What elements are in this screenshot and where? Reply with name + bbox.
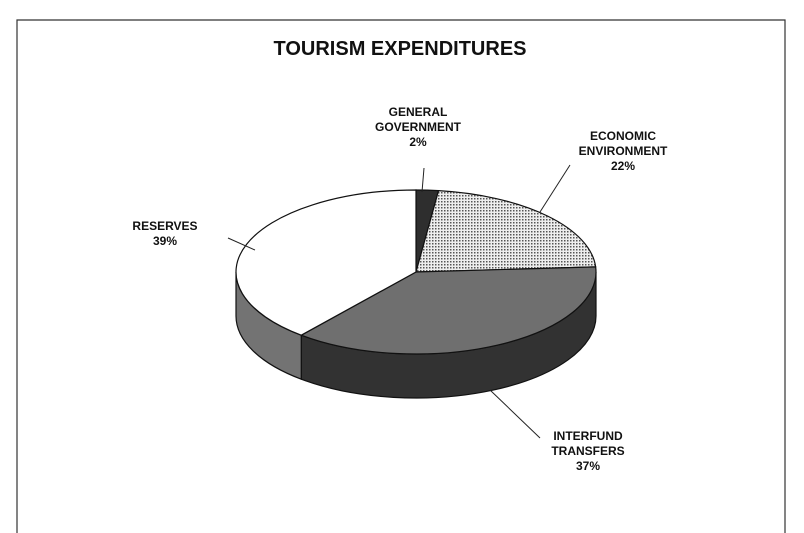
leader-line: [539, 164, 571, 213]
category-label: INTERFUND TRANSFERS: [551, 429, 624, 458]
leader-line: [421, 167, 425, 193]
category-label: RESERVES: [132, 219, 197, 233]
leader-line: [227, 237, 256, 251]
category-label: GENERAL GOVERNMENT: [375, 105, 462, 134]
slice: [415, 190, 597, 273]
chart-title: TOURISM EXPENDITURES: [274, 38, 527, 60]
slice: [235, 189, 417, 336]
slice: [299, 266, 597, 355]
value-label: 39%: [153, 234, 177, 248]
value-label: 2%: [409, 135, 427, 149]
value-label: 22%: [611, 159, 635, 173]
category-label: ECONOMIC ENVIRONMENT: [579, 129, 668, 158]
value-label: 37%: [576, 459, 600, 473]
frame: [16, 19, 786, 533]
leader-line: [489, 389, 541, 439]
